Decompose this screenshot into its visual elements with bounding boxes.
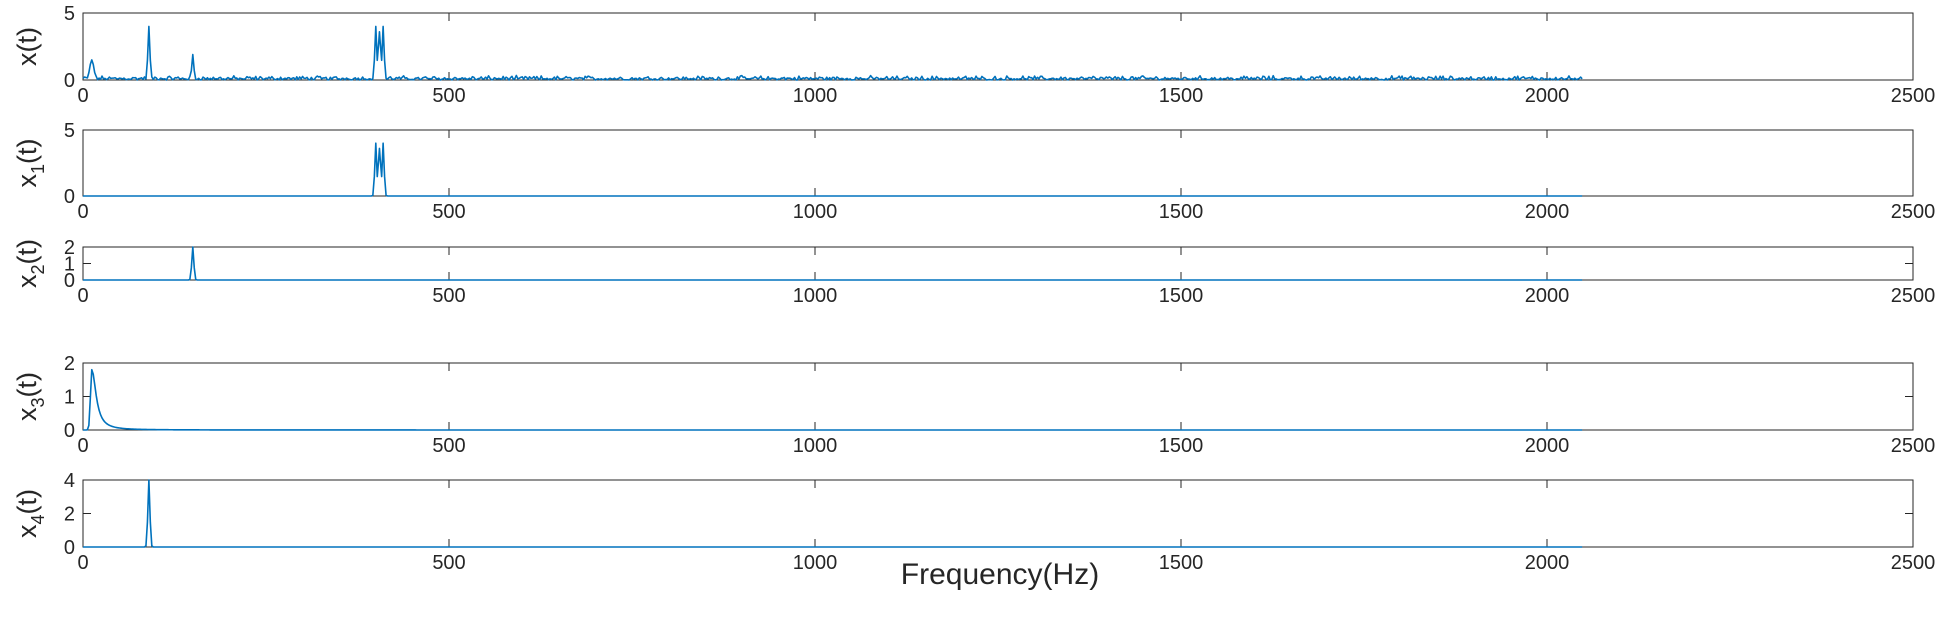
y-tick-label: 0 (64, 537, 75, 559)
y-tick-label: 1 (64, 254, 75, 276)
x-tick-label: 2000 (1525, 85, 1570, 107)
y-tick-label: 1 (64, 387, 75, 409)
series-line (82, 25, 1583, 81)
x-tick-label: 0 (77, 201, 88, 223)
x-tick-label: 500 (432, 552, 465, 574)
x-tick-label: 1000 (793, 552, 838, 574)
y-tick-label: 0 (64, 186, 75, 208)
x-axis-label: Frequency(Hz) (901, 558, 1099, 591)
series-line (83, 479, 1583, 548)
x-tick-label: 2500 (1891, 435, 1936, 457)
subplot-1: 0 500 1000 1500 2000 2500 0 5 x(t) (12, 3, 1935, 107)
series-line (83, 368, 1583, 431)
y-axis-label: x3(t) (12, 372, 48, 421)
subplot-5: 0 500 1000 1500 2000 2500 0 2 4 x4(t) (12, 470, 1935, 574)
x-tick-label: 500 (432, 435, 465, 457)
subplot-2: 0 500 1000 1500 2000 2500 0 5 x1(t) (12, 120, 1935, 223)
x-tick-label: 500 (432, 85, 465, 107)
y-tick-label: 5 (64, 120, 75, 142)
x-tick-label: 0 (77, 435, 88, 457)
x-tick-label: 0 (77, 285, 88, 307)
x-tick-label: 1500 (1159, 552, 1204, 574)
y-axis-label: x(t) (12, 27, 42, 66)
series-line (83, 142, 1583, 197)
x-tick-label: 1500 (1159, 85, 1204, 107)
y-tick-label: 4 (64, 470, 75, 492)
x-tick-label: 1500 (1159, 435, 1204, 457)
y-tick-label: 2 (64, 237, 75, 259)
y-tick-label: 5 (64, 3, 75, 25)
x-tick-label: 1000 (793, 435, 838, 457)
subplot-3: 0 500 1000 1500 2000 2500 012 x2(t) (12, 237, 1935, 307)
x-tick-label: 2000 (1525, 552, 1570, 574)
x-tick-label: 2500 (1891, 552, 1936, 574)
y-tick-label: 0 (64, 420, 75, 442)
axes-box (82, 12, 1914, 81)
y-axis-label: x4(t) (12, 489, 48, 538)
x-tick-label: 1500 (1159, 201, 1204, 223)
y-tick-label: 2 (64, 504, 75, 526)
x-tick-label: 2000 (1525, 435, 1570, 457)
axes-box (82, 246, 1914, 281)
x-tick-label: 2000 (1525, 201, 1570, 223)
x-tick-label: 1000 (793, 201, 838, 223)
y-axis-label: x2(t) (12, 239, 48, 288)
x-tick-label: 1500 (1159, 285, 1204, 307)
axes-box (82, 479, 1914, 548)
y-tick-label: 0 (64, 70, 75, 92)
axes-box (82, 129, 1914, 197)
x-tick-label: 500 (432, 201, 465, 223)
x-tick-label: 0 (77, 85, 88, 107)
x-tick-label: 2500 (1891, 285, 1936, 307)
subplot-4: 0 500 1000 1500 2000 2500 0 1 2 x3(t) (12, 353, 1935, 457)
x-tick-label: 0 (77, 552, 88, 574)
x-tick-label: 2500 (1891, 201, 1936, 223)
x-tick-label: 1000 (793, 85, 838, 107)
x-tick-label: 2000 (1525, 285, 1570, 307)
x-tick-label: 1000 (793, 285, 838, 307)
y-tick-label: 0 (64, 270, 75, 292)
x-tick-label: 500 (432, 285, 465, 307)
series-line (83, 246, 1583, 281)
axes-box (82, 362, 1914, 431)
x-tick-label: 2500 (1891, 85, 1936, 107)
y-axis-label: x1(t) (12, 139, 48, 188)
y-tick-label: 2 (64, 353, 75, 375)
